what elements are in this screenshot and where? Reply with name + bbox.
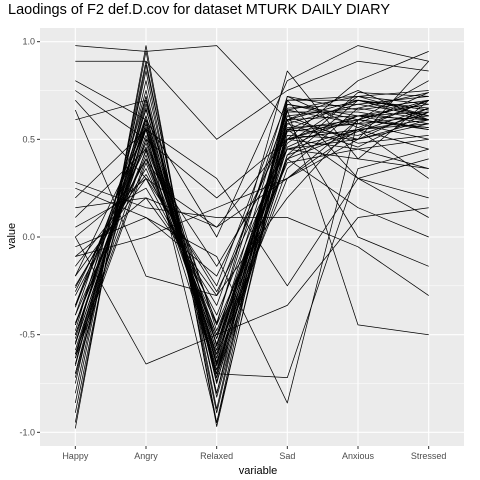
series-line [75, 45, 429, 238]
series-line [75, 119, 429, 355]
series-line [75, 60, 429, 140]
series-lines [74, 45, 429, 429]
x-axis-title: variable [239, 465, 278, 477]
series-line [75, 181, 429, 296]
series-line [74, 45, 429, 429]
y-axis-title: value [6, 223, 18, 249]
series-line [75, 45, 429, 121]
y-tick-label: 1.0 [22, 37, 35, 47]
y-tick-label: -1.0 [19, 427, 35, 437]
y-tick-label: 0.0 [22, 232, 35, 242]
x-tick-label: Sad [279, 451, 295, 461]
x-tick-label: Stressed [411, 451, 447, 461]
series-line [75, 99, 429, 404]
x-tick-label: Relaxed [200, 451, 233, 461]
y-tick-label: 0.5 [22, 134, 35, 144]
series-line [74, 92, 429, 382]
series-line [75, 99, 429, 287]
series-line [75, 138, 429, 228]
axes: 1.0 0.5 0.0 -0.5 -1.0 Happy Angry Relaxed Sad Anx… [19, 37, 446, 461]
x-tick-label: Anxious [342, 451, 375, 461]
series-line [74, 119, 429, 378]
series-line [75, 129, 429, 287]
series-line [74, 207, 429, 365]
series-line [74, 92, 429, 351]
series-line [75, 51, 429, 199]
series-line [74, 70, 429, 335]
series-line [75, 119, 429, 293]
x-tick-label: Angry [134, 451, 158, 461]
y-tick-label: -0.5 [19, 330, 35, 340]
series-line [74, 138, 429, 345]
chart-title: Laodings of F2 def.D.cov for dataset MTU… [8, 2, 391, 18]
series-line [74, 80, 429, 296]
series-line [74, 107, 429, 363]
series-line [74, 129, 429, 355]
series-line [75, 60, 429, 228]
x-tick-label: Happy [62, 451, 89, 461]
series-line [74, 129, 429, 423]
